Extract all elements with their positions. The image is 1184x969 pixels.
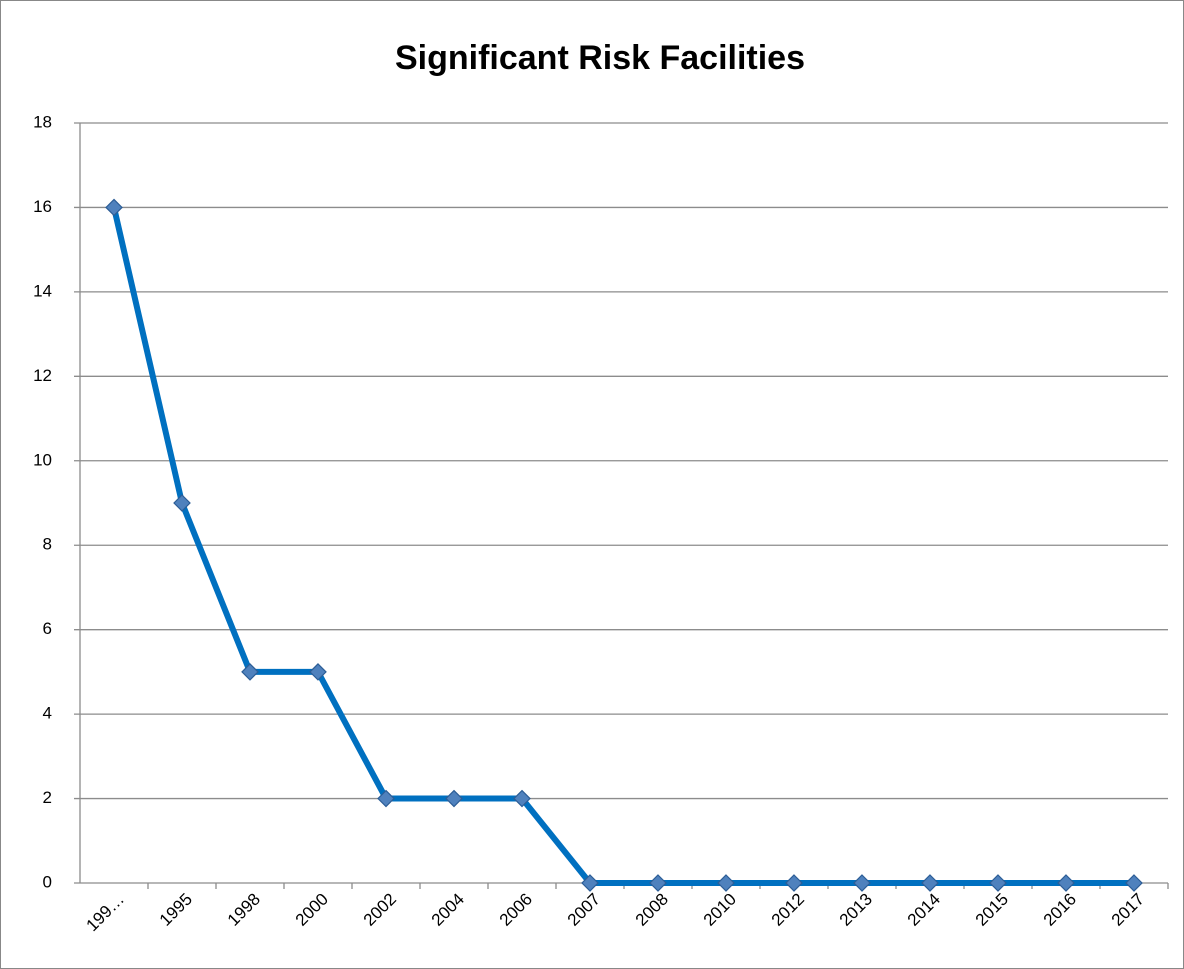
- y-tick-label: 6: [43, 619, 52, 638]
- marker: [513, 789, 531, 808]
- marker: [989, 874, 1007, 892]
- y-tick-label: 12: [33, 366, 52, 385]
- y-tick-label: 10: [33, 450, 52, 469]
- marker: [785, 874, 803, 892]
- y-tick-label: 16: [33, 197, 52, 216]
- marker: [921, 874, 939, 892]
- y-tick-label: 18: [33, 112, 52, 131]
- marker: [377, 789, 395, 808]
- marker: [309, 663, 327, 681]
- marker: [717, 874, 735, 892]
- marker: [241, 663, 259, 681]
- marker: [853, 874, 871, 892]
- marker: [1057, 874, 1075, 892]
- marker: [445, 789, 463, 808]
- marker: [649, 874, 667, 892]
- y-tick-label: 4: [43, 704, 52, 723]
- y-tick-label: 14: [33, 281, 52, 300]
- marker: [105, 198, 123, 217]
- y-tick-label: 0: [43, 872, 52, 891]
- marker: [581, 874, 599, 892]
- line: [111, 206, 1134, 886]
- y-tick-label: 8: [43, 535, 52, 554]
- y-tick-label: 2: [43, 788, 52, 807]
- chart-title: Significant Risk Facilities: [395, 39, 805, 77]
- marker: [1125, 874, 1143, 892]
- marker: [173, 494, 191, 512]
